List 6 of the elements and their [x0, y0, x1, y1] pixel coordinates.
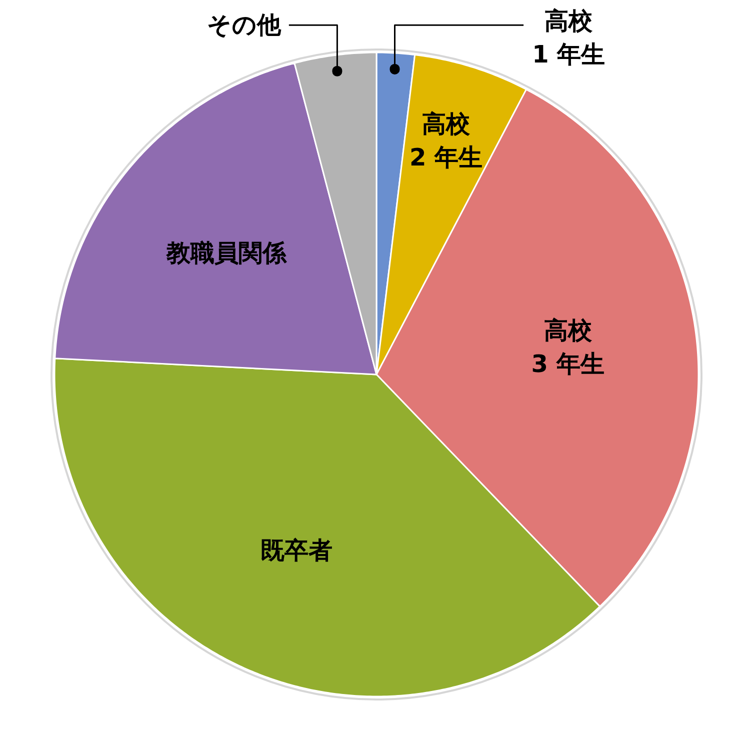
slice-label: その他	[206, 11, 282, 40]
slice-label: 教職員関係	[165, 238, 288, 267]
slice-label: 高校 2 年生	[410, 110, 483, 172]
slice-label: 高校 1 年生	[532, 7, 606, 69]
slice-label: 既卒者	[260, 536, 332, 564]
slice-label: 高校 3 年生	[531, 316, 604, 378]
